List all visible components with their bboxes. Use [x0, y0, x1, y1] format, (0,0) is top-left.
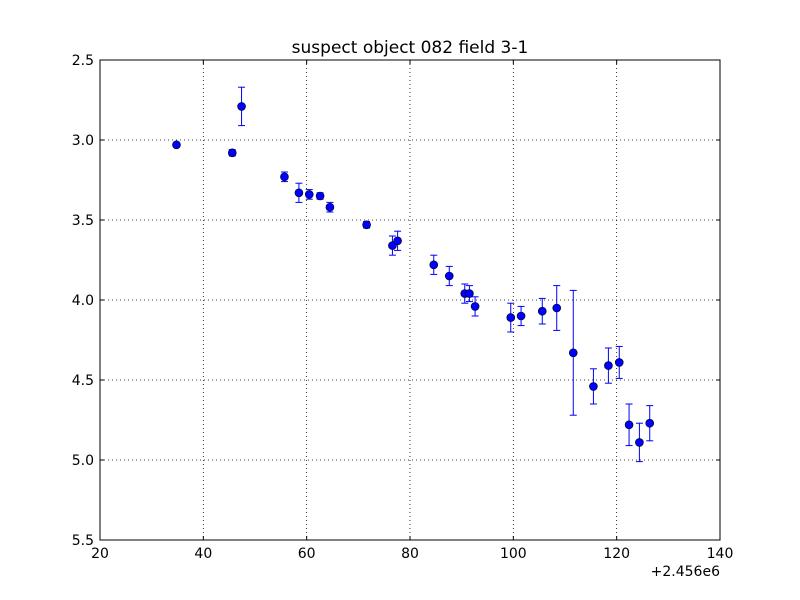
data-point [635, 438, 644, 447]
data-point [393, 236, 402, 246]
data-point [568, 348, 578, 358]
data-point [280, 172, 289, 182]
data-point [604, 361, 613, 370]
data-point [444, 271, 454, 281]
x-tick-label: 120 [603, 546, 630, 562]
y-tick-label: 3.0 [72, 133, 94, 149]
x-tick-label: 80 [401, 546, 419, 562]
data-point [552, 303, 562, 313]
y-tick-label: 4.5 [72, 373, 94, 389]
x-tick-label: 140 [707, 546, 734, 562]
data-point [506, 313, 516, 322]
axis-ticks: 20 40 60 80 100 120 140 2.5 3.0 3.5 4.0 4.5 5.0 5.5 [72, 53, 734, 562]
plot-frame [99, 59, 721, 541]
data-point [624, 420, 634, 430]
data-point [227, 148, 237, 158]
data-point [429, 260, 439, 270]
data-point [516, 311, 526, 321]
x-tick-label: 20 [91, 546, 109, 562]
data-point [589, 382, 598, 391]
y-tick-label: 5.5 [72, 533, 94, 549]
y-tick-label: 5.0 [72, 453, 94, 469]
x-axis-offset-label: +2.456e6 [651, 564, 720, 580]
data-point [465, 289, 474, 298]
data-point [470, 302, 480, 311]
data-point [362, 220, 371, 230]
data-point [325, 202, 335, 212]
data-point [315, 191, 325, 201]
data-point [614, 358, 624, 367]
data-point [294, 188, 304, 198]
y-tick-label: 3.5 [72, 213, 94, 229]
x-tick-label: 40 [194, 546, 212, 562]
data-point [237, 102, 246, 111]
data-point [304, 190, 314, 199]
y-tick-label: 2.5 [72, 53, 94, 69]
data-point [645, 418, 655, 428]
chart-title: suspect object 082 field 3-1 [292, 38, 529, 58]
data-point [172, 140, 181, 150]
x-tick-label: 60 [298, 546, 316, 562]
grid [100, 60, 720, 540]
y-tick-label: 4.0 [72, 293, 94, 309]
x-tick-label: 100 [500, 546, 527, 562]
data-point [537, 306, 547, 316]
data-markers [172, 102, 655, 447]
